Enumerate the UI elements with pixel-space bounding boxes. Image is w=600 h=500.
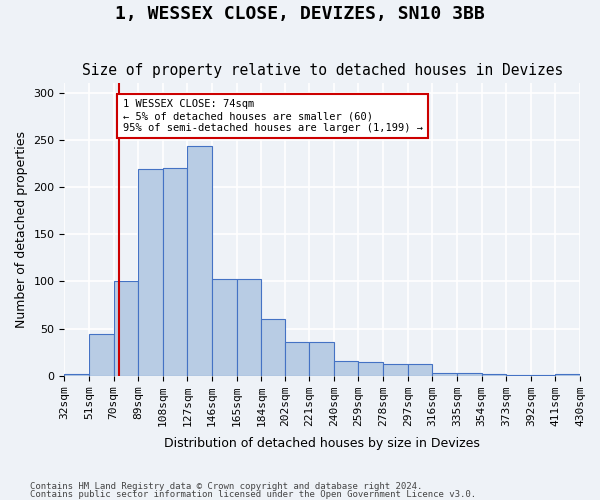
Bar (309, 342, 334, 376)
Bar (113, 282, 138, 376)
Y-axis label: Number of detached properties: Number of detached properties (15, 131, 28, 328)
Bar (334, 360, 358, 376)
Text: Contains HM Land Registry data © Crown copyright and database right 2024.: Contains HM Land Registry data © Crown c… (30, 482, 422, 491)
Text: 1, WESSEX CLOSE, DEVIZES, SN10 3BB: 1, WESSEX CLOSE, DEVIZES, SN10 3BB (115, 5, 485, 23)
X-axis label: Distribution of detached houses by size in Devizes: Distribution of detached houses by size … (164, 437, 480, 450)
Text: 1 WESSEX CLOSE: 74sqm
← 5% of detached houses are smaller (60)
95% of semi-detac: 1 WESSEX CLOSE: 74sqm ← 5% of detached h… (122, 100, 422, 132)
Text: Contains public sector information licensed under the Open Government Licence v3: Contains public sector information licen… (30, 490, 476, 499)
Bar (383, 364, 408, 376)
Bar (506, 374, 531, 376)
Bar (482, 374, 506, 376)
Bar (138, 169, 163, 376)
Bar (163, 168, 187, 376)
Bar (262, 319, 284, 376)
Bar (237, 278, 262, 376)
Bar (556, 374, 580, 376)
Bar (457, 373, 482, 376)
Bar (64, 374, 89, 376)
Bar (212, 278, 237, 376)
Bar (284, 342, 309, 376)
Bar (408, 364, 433, 376)
Bar (187, 146, 212, 376)
Bar (358, 362, 383, 376)
Bar (433, 373, 457, 376)
Bar (89, 334, 113, 376)
Bar (531, 374, 556, 376)
Title: Size of property relative to detached houses in Devizes: Size of property relative to detached ho… (82, 63, 563, 78)
